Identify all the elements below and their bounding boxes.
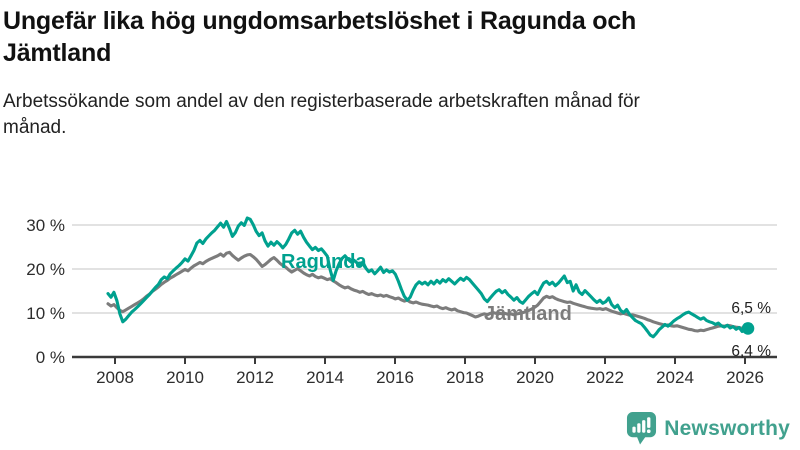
x-tick-label: 2016 <box>376 368 414 387</box>
x-axis-labels: 2008 2010 2012 2014 2016 2018 2020 2022 2024 2026 <box>96 368 764 387</box>
newsworthy-logo: Newsworthy <box>626 411 790 446</box>
chart-title: Ungefär lika hög ungdomsarbetslöshet i R… <box>3 7 637 67</box>
x-tick-label: 2020 <box>516 368 554 387</box>
logo-bars <box>632 417 651 434</box>
series-lines <box>106 216 750 339</box>
line-chart: 0 % 10 % 20 % 30 % 2008 2010 2012 2014 2016 2018… <box>0 196 800 406</box>
series-line-jämtland <box>106 250 750 333</box>
speech-bubble-bar-chart-icon <box>627 412 657 445</box>
series-end-value: 6,5 % <box>731 300 771 317</box>
y-tick-label: 30 % <box>26 216 65 235</box>
gridlines <box>72 224 777 314</box>
y-tick-label: 20 % <box>26 260 65 279</box>
x-tick-label: 2008 <box>96 368 134 387</box>
x-tick-label: 2014 <box>306 368 344 387</box>
series-end-value: 6,4 % <box>731 343 771 360</box>
x-tick-label: 2012 <box>236 368 274 387</box>
series-label-jämtland: Jämtland <box>484 303 572 325</box>
x-tick-label: 2024 <box>656 368 694 387</box>
x-axis <box>72 355 777 364</box>
series-label-ragunda: Ragunda <box>281 251 367 273</box>
line-chart-canvas: 0 % 10 % 20 % 30 % 2008 2010 2012 2014 2016 2018… <box>26 216 777 387</box>
y-tick-label: 0 % <box>36 348 65 367</box>
series-end-dot <box>741 322 755 335</box>
series-line-ragunda <box>106 216 750 339</box>
x-tick-label: 2022 <box>586 368 624 387</box>
chart-header: Ungefär lika hög ungdomsarbetslöshet i R… <box>0 0 800 140</box>
chart-subtitle: Arbetssökande som andel av den registerb… <box>3 91 640 138</box>
brand-name: Newsworthy <box>664 416 790 440</box>
y-tick-label: 10 % <box>26 304 65 323</box>
series-annotations: Ragunda Jämtland 6,5 % 6,4 % <box>281 251 771 360</box>
x-tick-label: 2018 <box>446 368 484 387</box>
y-axis-labels: 0 % 10 % 20 % 30 % <box>26 216 65 367</box>
x-tick-label: 2026 <box>726 368 764 387</box>
x-tick-label: 2010 <box>166 368 204 387</box>
